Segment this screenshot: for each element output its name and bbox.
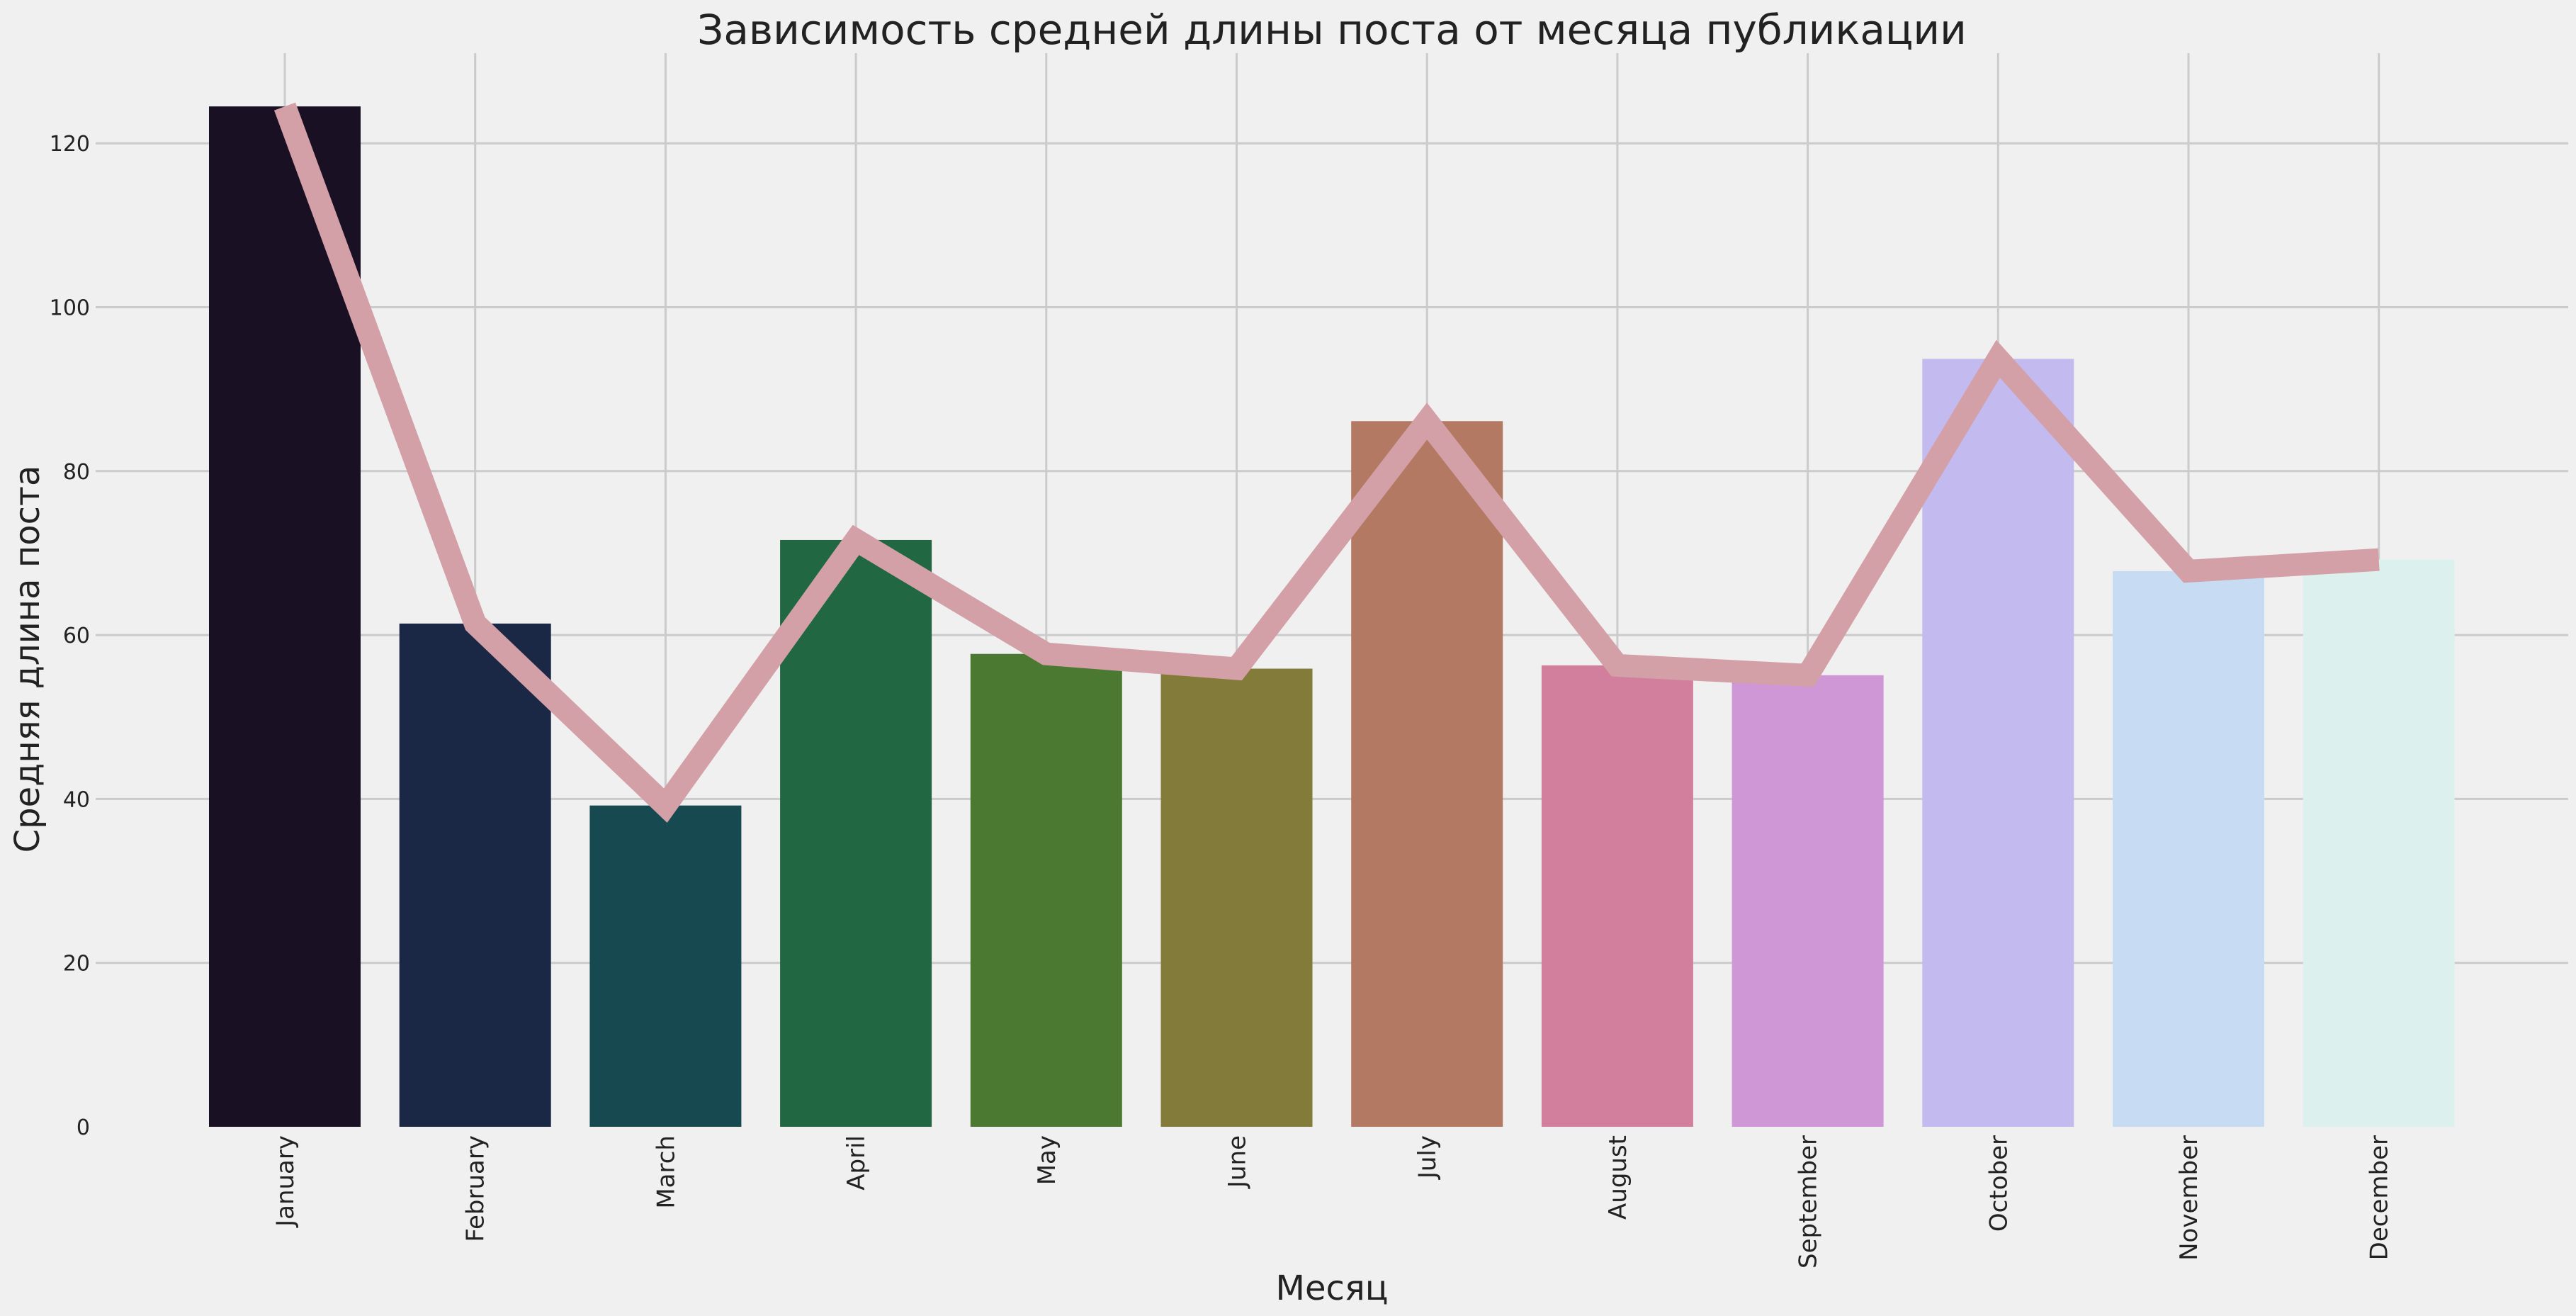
bars xyxy=(209,106,2455,1127)
x-tick-label: June xyxy=(1224,1135,1252,1189)
bar-august xyxy=(1541,665,1693,1127)
trend-line xyxy=(273,102,2380,823)
x-tick-label: May xyxy=(1033,1135,1061,1185)
y-tick-label: 80 xyxy=(63,460,90,485)
bar-march xyxy=(589,805,742,1127)
x-tick-label: September xyxy=(1795,1135,1823,1269)
x-tick-label: August xyxy=(1604,1135,1632,1220)
x-tick-labels: January February March April May June July Augu… xyxy=(271,1135,2394,1269)
y-tick-label: 20 xyxy=(63,952,90,977)
bar-february xyxy=(399,623,551,1127)
x-tick-label: April xyxy=(842,1135,871,1191)
bar-november xyxy=(2113,570,2264,1127)
bar-april xyxy=(780,539,932,1127)
y-tick-label: 0 xyxy=(77,1115,90,1140)
x-tick-label: February xyxy=(462,1135,490,1242)
x-tick-label: November xyxy=(2175,1135,2203,1261)
x-tick-label: January xyxy=(271,1135,300,1228)
chart-title: Зависимость средней длины поста от месяц… xyxy=(697,6,1967,54)
x-tick-label: December xyxy=(2366,1135,2394,1260)
x-axis-title: Месяц xyxy=(1276,1269,1389,1308)
y-tick-label: 120 xyxy=(50,132,90,157)
bar-december xyxy=(2303,559,2455,1127)
bar-september xyxy=(1732,675,1884,1127)
y-tick-label: 100 xyxy=(50,296,90,321)
bar-may xyxy=(970,653,1122,1127)
y-axis-title: Средняя длина поста xyxy=(8,466,47,853)
x-tick-label: October xyxy=(1984,1135,2013,1232)
y-tick-label: 60 xyxy=(63,624,90,648)
y-tick-label: 40 xyxy=(63,787,90,812)
bar-october xyxy=(1922,359,2074,1127)
x-tick-label: March xyxy=(652,1135,680,1209)
bar-july xyxy=(1351,421,1503,1127)
trend-line-layer xyxy=(273,102,2380,823)
y-tick-labels: 0 20 40 60 80 100 120 xyxy=(50,132,90,1140)
x-tick-label: July xyxy=(1413,1135,1442,1180)
bar-june xyxy=(1160,668,1313,1127)
